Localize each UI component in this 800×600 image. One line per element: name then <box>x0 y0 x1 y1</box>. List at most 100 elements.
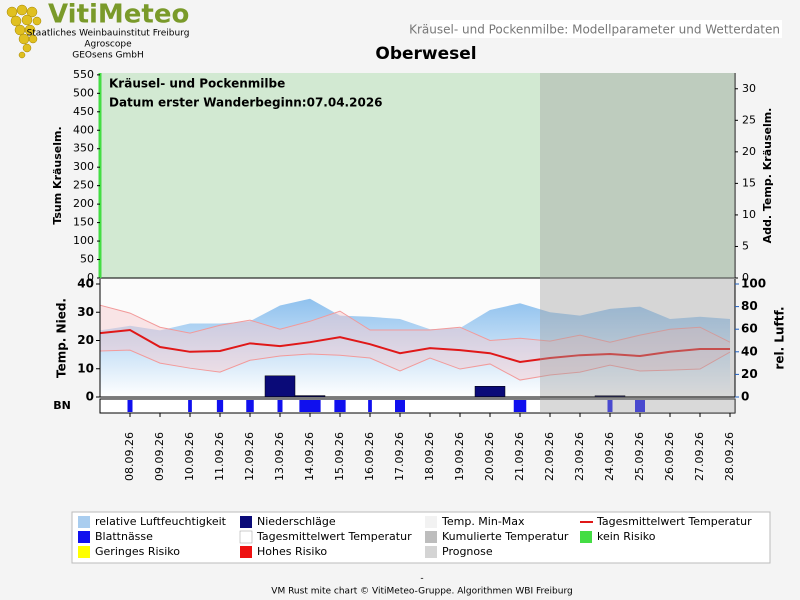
x-tick-label: 12.09.26 <box>243 432 256 481</box>
x-tick-label: 28.09.26 <box>723 432 736 481</box>
y-axis-label: Temp. Nied. <box>55 298 69 378</box>
x-tick-label: 13.09.26 <box>273 432 286 481</box>
y2-tick-label: 0 <box>741 390 749 404</box>
legend-swatch <box>425 531 437 543</box>
y2-tick-label: 80 <box>741 299 758 313</box>
legend-swatch <box>580 531 592 543</box>
leaf-wetness-bar <box>216 400 224 412</box>
leaf-wetness-bar <box>607 400 613 412</box>
legend-swatch <box>78 546 90 558</box>
x-tick-label: 21.09.26 <box>513 432 526 481</box>
x-tick-label: 24.09.26 <box>603 432 616 481</box>
row-label: BN <box>53 399 71 412</box>
legend-label: Hohes Risiko <box>257 545 327 558</box>
x-tick-label: 14.09.26 <box>303 432 316 481</box>
x-tick-label: 23.09.26 <box>573 432 586 481</box>
legend-label: kein Risiko <box>597 530 656 543</box>
legend-label: Niederschläge <box>257 515 336 528</box>
y2-axis-label: rel. Luftf. <box>773 306 787 369</box>
org: Agroscope <box>84 40 132 50</box>
chart-title: Oberwesel <box>375 44 476 64</box>
x-tick-label: 09.09.26 <box>153 432 166 481</box>
x-tick-label: 25.09.26 <box>633 432 646 481</box>
y2-tick-label: 15 <box>742 176 756 189</box>
x-tick-label: 11.09.26 <box>213 432 226 481</box>
temp-mean-line <box>99 329 730 363</box>
precipitation-bar <box>474 386 506 398</box>
leaf-wetness-bar <box>334 400 346 412</box>
y-axis-label: Tsum Kräuselm. <box>51 126 64 224</box>
x-tick-label: 27.09.26 <box>693 432 706 481</box>
logo: VitiMeteo <box>48 0 189 30</box>
y-tick-label: 10 <box>77 361 94 375</box>
y2-tick-label: 100 <box>741 277 766 291</box>
leaf-wetness-bar <box>395 400 405 412</box>
annotation: Datum erster Wanderbeginn:07.04.2026 <box>109 96 383 110</box>
x-tick-label: 18.09.26 <box>423 432 436 481</box>
temp-max-line <box>99 304 731 343</box>
legend-box <box>71 511 771 564</box>
legend-swatch <box>425 546 437 558</box>
y2-tick-label: 5 <box>742 239 749 252</box>
forecast <box>540 73 735 413</box>
y-tick-label: 400 <box>73 123 94 136</box>
y-tick-label: 200 <box>73 197 94 210</box>
y-tick-label: 550 <box>73 68 94 81</box>
leaf-wetness-bar <box>127 400 133 412</box>
y2-tick-label: 30 <box>742 82 756 95</box>
leaf-wetness-bar <box>368 400 372 412</box>
legend-swatch <box>240 546 252 558</box>
legend-label: Temp. Min-Max <box>441 515 525 528</box>
x-tick-label: 17.09.26 <box>393 432 406 481</box>
legend-label: Blattnässe <box>95 530 153 543</box>
legend-swatch <box>240 516 252 528</box>
y2-tick-label: 40 <box>741 344 758 358</box>
footer: VM Rust mite chart © VitiMeteo-Gruppe. A… <box>271 587 572 597</box>
legend-label: Kumulierte Temperatur <box>442 530 569 543</box>
legend-swatch <box>425 516 437 528</box>
x-tick-label: 10.09.26 <box>183 432 196 481</box>
y-tick-label: 350 <box>73 142 94 155</box>
legend-label: Prognose <box>442 545 493 558</box>
y-tick-label: 20 <box>77 333 94 347</box>
leaf-wetness-bar <box>635 400 645 412</box>
legend-swatch <box>239 530 253 544</box>
y-tick-label: 300 <box>73 160 94 173</box>
y2-axis-label: Add. Temp. Kräuselm. <box>761 108 774 244</box>
y2-tick-label: 20 <box>742 145 756 158</box>
page-title: Kräusel- und Pockenmilbe: Modellparamete… <box>409 23 780 37</box>
logo-grapes <box>6 4 42 59</box>
y-tick-label: 30 <box>77 305 94 319</box>
y-tick-label: 0 <box>87 271 94 284</box>
temp-min-line <box>99 349 731 381</box>
y-tick-label: 500 <box>73 86 94 99</box>
y2-tick-label: 20 <box>741 367 758 381</box>
y2-tick-label: 25 <box>742 113 756 126</box>
x-tick-label: 15.09.26 <box>333 432 346 481</box>
legend-swatch <box>78 516 90 528</box>
annotation: Kräusel- und Pockenmilbe <box>109 77 285 91</box>
y2-tick-label: 60 <box>741 322 758 336</box>
precipitation-bar <box>264 375 296 398</box>
y-tick-label: 0 <box>86 390 94 404</box>
legend-label: relative Luftfeuchtigkeit <box>95 515 227 528</box>
leaf-wetness-bar <box>277 400 283 412</box>
legend-label: Tagesmittelwert Temperatur <box>596 515 752 528</box>
y-tick-label: 50 <box>80 253 94 266</box>
x-tick-label: 26.09.26 <box>663 432 676 481</box>
legend-label: Tagesmittelwert Temperatur <box>256 530 412 543</box>
y-tick-label: 150 <box>73 216 94 229</box>
x-tick-label: 08.09.26 <box>123 432 136 481</box>
x-tick-label: 19.09.26 <box>453 432 466 481</box>
x-tick-label: 20.09.26 <box>483 432 496 481</box>
y-tick-label: 250 <box>73 179 94 192</box>
y2-tick-label: 0 <box>742 271 749 284</box>
y-tick-label: 450 <box>73 105 94 118</box>
leaf-wetness-bar <box>513 400 527 412</box>
leaf-wetness-bar <box>246 400 254 412</box>
org: GEOsens GmbH <box>72 51 143 61</box>
org: Staatliches Weinbauinstitut Freiburg <box>27 29 190 39</box>
x-tick-label: 22.09.26 <box>543 432 556 481</box>
x-tick-label: 16.09.26 <box>363 432 376 481</box>
